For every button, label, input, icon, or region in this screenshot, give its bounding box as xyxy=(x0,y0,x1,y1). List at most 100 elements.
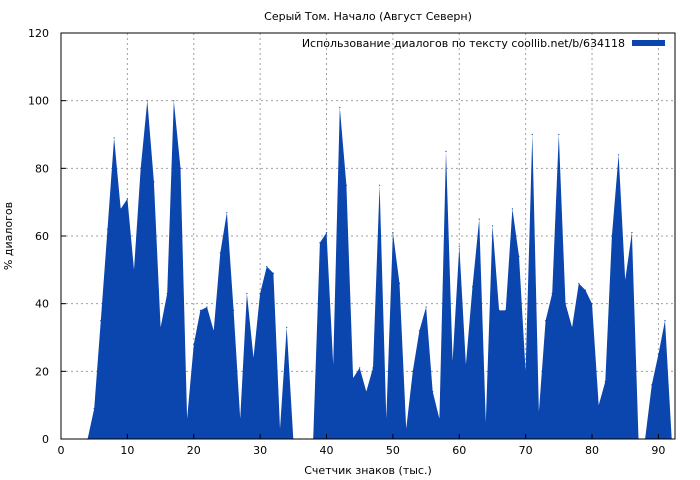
data-point xyxy=(226,211,228,213)
data-point xyxy=(259,292,261,295)
data-point xyxy=(199,309,201,311)
data-point xyxy=(511,208,513,210)
data-point xyxy=(465,364,467,366)
data-point xyxy=(518,255,520,257)
data-point xyxy=(372,367,374,369)
data-point xyxy=(478,218,480,220)
data-point xyxy=(538,411,540,413)
data-point xyxy=(531,133,533,136)
data-point xyxy=(485,421,487,423)
data-point xyxy=(332,364,334,366)
y-tick-label: 0 xyxy=(42,433,49,446)
data-point xyxy=(498,309,500,311)
y-tick-label: 20 xyxy=(35,365,49,378)
data-point xyxy=(272,272,274,274)
legend: Использование диалогов по тексту coollib… xyxy=(302,37,665,50)
data-point xyxy=(564,303,567,305)
data-point xyxy=(266,265,268,268)
data-point xyxy=(186,418,188,420)
chart-title: Серый Том. Начало (Август Северн) xyxy=(264,10,472,23)
data-point xyxy=(359,367,361,369)
data-point xyxy=(173,100,175,102)
data-point xyxy=(160,326,162,328)
data-point xyxy=(219,252,221,254)
data-point xyxy=(93,408,95,410)
x-tick-label: 0 xyxy=(58,444,65,457)
y-tick-label: 40 xyxy=(35,298,49,311)
data-point xyxy=(286,326,288,328)
data-point xyxy=(598,404,600,406)
data-point xyxy=(126,198,128,200)
data-point xyxy=(146,100,148,102)
data-point xyxy=(166,292,168,295)
x-tick-label: 90 xyxy=(651,444,665,457)
data-point xyxy=(412,370,414,372)
legend-swatch xyxy=(632,40,665,46)
data-point xyxy=(113,137,115,139)
legend-label: Использование диалогов по тексту coollib… xyxy=(302,37,625,50)
series-area xyxy=(61,100,672,439)
data-point xyxy=(239,418,241,420)
y-tick-label: 120 xyxy=(28,27,49,40)
data-point xyxy=(425,306,427,308)
data-point xyxy=(246,292,248,295)
data-point xyxy=(213,330,215,332)
data-point xyxy=(631,232,633,234)
data-point xyxy=(458,245,460,247)
data-point xyxy=(179,167,182,169)
data-point xyxy=(252,357,255,359)
data-point xyxy=(106,228,109,230)
data-point xyxy=(571,326,573,328)
data-point xyxy=(432,391,434,393)
x-tick-label: 60 xyxy=(452,444,466,457)
data-point xyxy=(604,380,606,383)
data-point xyxy=(206,306,208,308)
data-point xyxy=(392,232,394,234)
data-point xyxy=(584,289,587,291)
data-point xyxy=(398,282,401,284)
data-point xyxy=(365,391,367,393)
y-tick-label: 100 xyxy=(28,95,49,108)
data-point xyxy=(233,309,235,311)
data-point xyxy=(339,106,341,108)
x-tick-label: 30 xyxy=(253,444,267,457)
data-point xyxy=(405,428,407,430)
data-point xyxy=(445,150,447,152)
data-point xyxy=(611,235,613,237)
data-point xyxy=(100,320,102,322)
x-tick-label: 80 xyxy=(585,444,599,457)
data-point xyxy=(352,377,354,379)
data-point xyxy=(120,208,122,210)
data-point xyxy=(379,184,381,186)
data-point xyxy=(505,309,507,311)
data-point xyxy=(345,184,347,186)
data-point xyxy=(325,232,328,234)
data-point xyxy=(591,303,593,305)
x-axis-label: Счетчик знаков (тыс.) xyxy=(304,464,432,477)
data-point xyxy=(452,360,454,362)
data-point xyxy=(525,370,527,372)
data-point xyxy=(657,353,660,355)
x-tick-label: 10 xyxy=(120,444,134,457)
data-point xyxy=(471,286,474,288)
data-point xyxy=(418,330,420,332)
data-point xyxy=(618,154,620,156)
data-point xyxy=(578,282,580,284)
data-point xyxy=(651,384,653,386)
data-point xyxy=(491,225,494,227)
x-tick-label: 20 xyxy=(187,444,201,457)
y-tick-label: 60 xyxy=(35,230,49,243)
data-point xyxy=(133,269,135,271)
data-point xyxy=(153,181,155,183)
x-tick-label: 70 xyxy=(519,444,533,457)
data-point xyxy=(319,242,321,244)
data-point xyxy=(438,418,440,420)
y-axis-label: % диалогов xyxy=(2,202,15,270)
data-point xyxy=(664,320,666,322)
data-point xyxy=(279,428,281,430)
data-point xyxy=(558,133,560,136)
data-point xyxy=(193,343,195,345)
x-tick-label: 50 xyxy=(386,444,400,457)
y-tick-label: 80 xyxy=(35,162,49,175)
